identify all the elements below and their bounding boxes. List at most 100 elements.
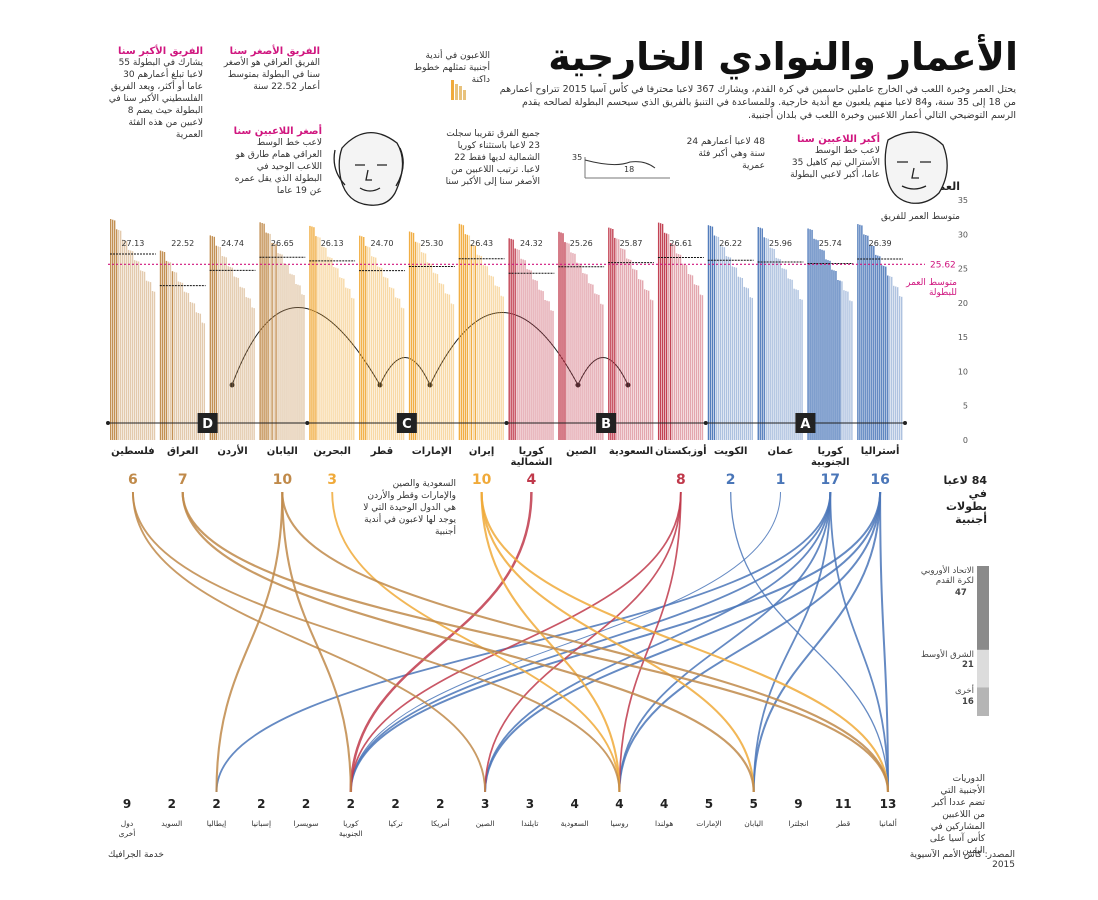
player-bar xyxy=(297,284,299,440)
player-bar xyxy=(263,223,265,440)
player-bar xyxy=(203,323,206,440)
player-bar xyxy=(380,267,383,440)
player-bar xyxy=(388,287,391,440)
team-name-label: الأردن xyxy=(217,444,247,457)
player-bar xyxy=(695,285,698,440)
annotation-text: الفريق العراقي هو الأصغر سنا في البطولة … xyxy=(223,58,320,92)
player-bar xyxy=(347,288,349,440)
player-bar xyxy=(550,310,552,440)
annotation-heading: الفريق الأصغر سنا xyxy=(229,46,320,57)
player-bar xyxy=(562,233,564,440)
player-bar xyxy=(110,219,112,440)
player-bar xyxy=(321,246,323,440)
player-bar xyxy=(767,238,769,440)
team-name-label: الصين xyxy=(566,446,596,457)
player-bar xyxy=(831,269,833,440)
group-divider-dot xyxy=(106,421,110,425)
player-bar xyxy=(159,250,162,440)
player-bar xyxy=(883,265,885,440)
player-bar xyxy=(376,266,379,440)
league-count: 13 xyxy=(880,797,897,811)
player-bar xyxy=(450,303,453,440)
transfer-flow xyxy=(618,491,682,793)
player-bar xyxy=(534,280,536,440)
player-bar xyxy=(432,272,435,440)
player-bar xyxy=(709,225,712,440)
player-bar xyxy=(693,284,696,440)
player-bar xyxy=(691,275,694,440)
team-abroad-count: 7 xyxy=(178,472,188,488)
player-bar xyxy=(133,260,136,440)
player-bar xyxy=(791,279,793,440)
player-bar xyxy=(195,312,198,440)
player-bar xyxy=(677,254,680,440)
player-bar xyxy=(353,298,355,440)
player-bar xyxy=(731,266,734,440)
player-bar xyxy=(167,261,170,440)
player-bar xyxy=(329,257,331,440)
player-bar xyxy=(345,287,347,440)
player-bar xyxy=(363,237,365,440)
player-bar xyxy=(719,245,722,440)
league-name: إسبانيا xyxy=(252,819,272,828)
player-bar xyxy=(665,233,668,440)
player-bar xyxy=(117,230,120,440)
player-bar xyxy=(239,286,241,440)
player-bar xyxy=(538,289,540,440)
player-bar xyxy=(428,263,431,440)
player-bar xyxy=(745,287,747,440)
player-bar xyxy=(199,313,202,440)
transfer-flow xyxy=(350,491,781,793)
annotation-text: لاعب خط الوسط العراقي همام طارق هو اللاع… xyxy=(234,138,322,196)
team-name-label: أوزبكستان xyxy=(655,444,707,457)
region-label: أخرى xyxy=(955,686,974,696)
player-bar xyxy=(869,244,871,440)
player-bar xyxy=(430,263,433,440)
player-bar xyxy=(897,287,899,440)
player-bar xyxy=(777,258,779,440)
player-bar xyxy=(179,282,182,440)
age-group-note: 48 لاعبا أعمارهم 24 سنة وهي أكبر فئة عمر… xyxy=(686,137,765,171)
player-bar xyxy=(639,279,642,440)
player-bar xyxy=(891,276,893,440)
player-bar xyxy=(843,290,845,440)
player-bar xyxy=(422,252,425,440)
player-bar xyxy=(452,304,455,440)
player-bar xyxy=(438,283,441,440)
player-bar xyxy=(620,248,622,440)
team-name-label: كوريا xyxy=(818,446,844,457)
player-bar xyxy=(153,291,156,440)
group-badge xyxy=(396,413,417,433)
league-count: 2 xyxy=(168,797,176,811)
player-bar xyxy=(424,253,427,440)
player-bar xyxy=(339,277,341,440)
y-tick-label: 30 xyxy=(958,230,968,239)
player-bar xyxy=(386,278,389,440)
player-bar xyxy=(626,258,628,440)
league-count: 11 xyxy=(835,797,852,811)
league-count: 2 xyxy=(436,797,444,811)
player-bar xyxy=(645,290,648,440)
player-bar xyxy=(313,227,315,440)
player-bar xyxy=(111,219,114,440)
player-bar xyxy=(141,271,144,440)
player-bar xyxy=(245,297,247,440)
region-segment xyxy=(977,687,989,716)
annotation-heading: الفريق الأكبر سنا xyxy=(118,46,203,57)
player-bar xyxy=(251,307,253,440)
player-bar xyxy=(773,249,775,440)
player-bar xyxy=(759,227,761,440)
player-bar xyxy=(291,274,293,440)
player-bar xyxy=(488,275,490,440)
player-bar xyxy=(151,291,154,440)
team-average-label: 25.74 xyxy=(819,239,842,248)
player-bar xyxy=(789,279,791,440)
team-name-label: عمان xyxy=(768,446,794,457)
league-name: أخرى xyxy=(119,828,136,838)
transfer-flow xyxy=(181,491,890,793)
player-bar xyxy=(863,234,865,440)
bars-layer: 0510152025303526.39أستراليا1625.74كورياا… xyxy=(106,196,968,488)
transfer-flow xyxy=(215,491,832,793)
team-average-label: 26.39 xyxy=(869,239,892,248)
player-bar xyxy=(885,266,887,440)
